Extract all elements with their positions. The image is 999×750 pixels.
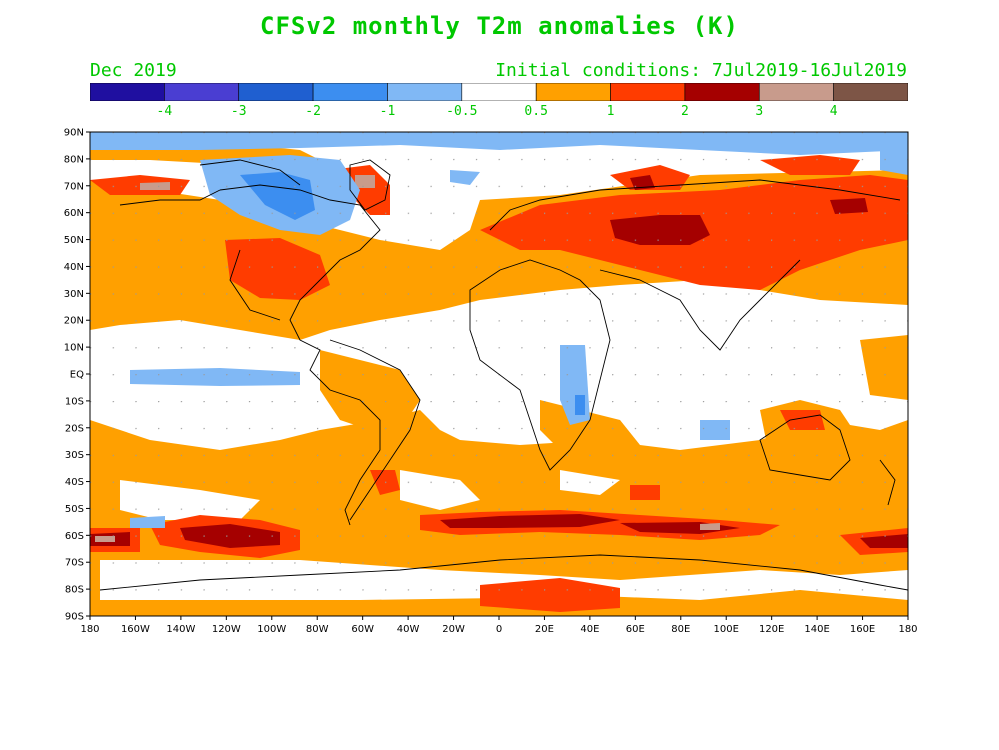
colorbar <box>90 83 908 101</box>
latitude-label: 60S <box>65 531 84 542</box>
latitude-label: 90S <box>65 612 84 623</box>
latitude-label: 80S <box>65 585 84 596</box>
latitude-label: 50N <box>64 235 84 246</box>
longitude-label: 180 <box>80 624 99 635</box>
longitude-label: 40W <box>397 624 420 635</box>
longitude-label: 180 <box>898 624 917 635</box>
latitude-label: 20S <box>65 423 84 434</box>
latitude-labels: 90N 80N 70N 60N 50N 40N 30N 20N 10N EQ 10S 20S 30S 40… <box>64 128 90 623</box>
longitude-label: 120W <box>212 624 241 635</box>
anomaly-fields <box>90 132 908 616</box>
longitude-labels: 180 160W 140W 120W 100W 80W 60W 40W 20W 0 20E 40E 60… <box>80 616 918 635</box>
colorbar-tick-label: 2 <box>680 104 689 119</box>
longitude-label: 0 <box>496 624 502 635</box>
latitude-label: 90N <box>64 128 84 139</box>
longitude-label: 20W <box>442 624 465 635</box>
longitude-label: 80W <box>306 624 329 635</box>
colorbar-tick-label: 4 <box>829 104 838 119</box>
longitude-label: 60E <box>626 624 645 635</box>
latitude-label: 30S <box>65 450 84 461</box>
longitude-label: 100E <box>714 624 739 635</box>
forecast-month: Dec 2019 <box>90 60 177 81</box>
latitude-label: 40N <box>64 262 84 273</box>
longitude-label: 160W <box>121 624 150 635</box>
coastlines <box>99 159 908 591</box>
latitude-label: 50S <box>65 504 84 515</box>
longitude-label: 120E <box>759 624 784 635</box>
longitude-label: 140W <box>166 624 195 635</box>
colorbar-tick-label: 0.5 <box>524 104 548 119</box>
colorbar-tick-label: -1 <box>379 104 396 119</box>
colorbar-tick-label: 3 <box>755 104 764 119</box>
map-title: CFSv2 monthly T2m anomalies (K) <box>260 12 739 40</box>
colorbar-tick-label: -4 <box>156 104 173 119</box>
latitude-label: 10S <box>65 396 84 407</box>
colorbar-tick-label: -2 <box>305 104 321 119</box>
longitude-label: 160E <box>850 624 875 635</box>
latitude-label: 80N <box>64 154 84 165</box>
latitude-label: 30N <box>64 289 84 300</box>
colorbar-tick-label: 1 <box>606 104 615 119</box>
latitude-label: 70N <box>64 181 84 192</box>
latitude-label: 70S <box>65 558 84 569</box>
longitude-label: 140E <box>804 624 829 635</box>
colorbar-tick-label: -3 <box>230 104 247 119</box>
longitude-label: 20E <box>535 624 554 635</box>
longitude-label: 60W <box>351 624 374 635</box>
latitude-label: EQ <box>70 370 84 381</box>
initial-conditions: Initial conditions: 7Jul2019-16Jul2019 <box>495 60 907 81</box>
longitude-label: 80E <box>671 624 690 635</box>
latitude-label: 60N <box>64 208 84 219</box>
longitude-label: 100W <box>257 624 286 635</box>
colorbar-tick-label: -0.5 <box>446 104 478 119</box>
latitude-label: 40S <box>65 477 84 488</box>
latitude-label: 20N <box>64 316 84 327</box>
latitude-label: 10N <box>64 343 84 354</box>
longitude-label: 40E <box>580 624 599 635</box>
